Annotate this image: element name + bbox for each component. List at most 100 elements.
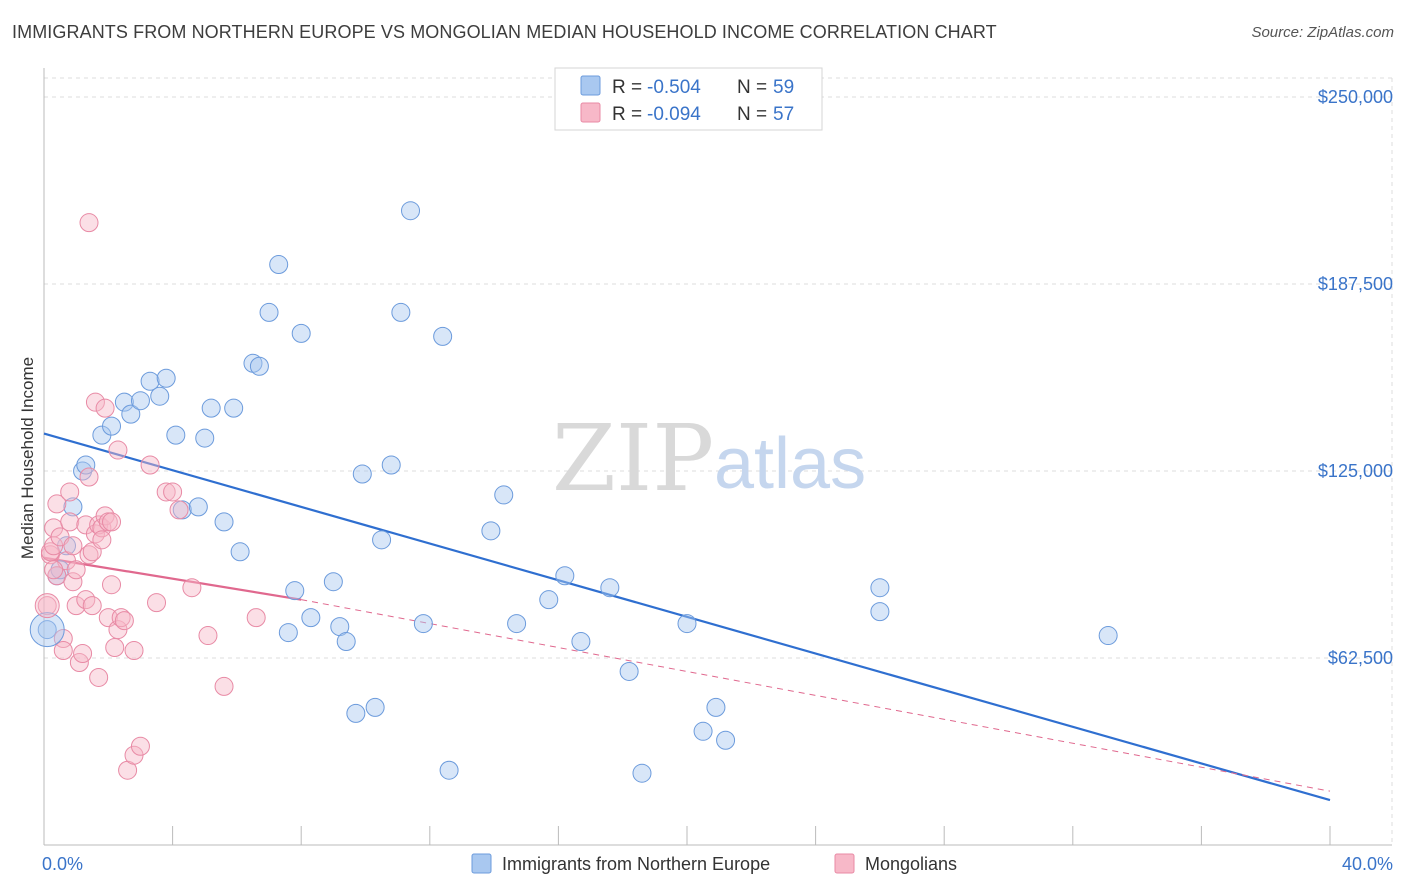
legend-swatch-mongolians bbox=[580, 102, 601, 123]
point-northern-europe-24 bbox=[249, 356, 269, 376]
point-northern-europe-28 bbox=[285, 581, 305, 601]
point-northern-europe-14 bbox=[156, 368, 176, 388]
point-mongolians-33 bbox=[102, 575, 122, 595]
point-mongolians-50 bbox=[163, 482, 183, 502]
point-northern-europe-50 bbox=[600, 578, 620, 598]
point-mongolians-34 bbox=[102, 512, 122, 532]
bottom-legend-label-mongolians: Mongolians bbox=[865, 854, 957, 874]
point-northern-europe-54 bbox=[693, 721, 713, 741]
point-mongolians-35 bbox=[105, 638, 125, 658]
point-northern-europe-41 bbox=[413, 614, 433, 634]
point-northern-europe-31 bbox=[323, 572, 343, 592]
legend-r-label-1: R = bbox=[612, 104, 642, 125]
point-mongolians-22 bbox=[79, 467, 99, 487]
legend-r-value-1: -0.094 bbox=[647, 104, 701, 125]
point-mongolians-44 bbox=[124, 641, 144, 661]
point-mongolians-18 bbox=[73, 644, 93, 664]
trend-line-mongolians-extension bbox=[301, 599, 1331, 792]
legend-n-label-1: N = bbox=[737, 104, 767, 125]
point-northern-europe-39 bbox=[391, 302, 411, 322]
point-mongolians-40 bbox=[79, 213, 99, 233]
point-northern-europe-46 bbox=[507, 614, 527, 634]
legend-swatch-northern-europe bbox=[580, 75, 601, 96]
point-mongolians-38 bbox=[85, 392, 105, 412]
legend-n-label-0: N = bbox=[737, 77, 767, 98]
point-mongolians-14 bbox=[63, 536, 83, 556]
trend-line-mongolians bbox=[43, 556, 302, 601]
point-northern-europe-44 bbox=[481, 521, 501, 541]
source-credit: Source: ZipAtlas.com bbox=[1251, 24, 1394, 41]
point-northern-europe-11 bbox=[130, 391, 150, 411]
point-mongolians-52 bbox=[182, 578, 202, 598]
bottom-legend-swatch-northern-europe bbox=[471, 853, 492, 874]
point-northern-europe-33 bbox=[336, 632, 356, 652]
point-northern-europe-35 bbox=[352, 464, 372, 484]
trend-lines bbox=[43, 432, 1331, 802]
point-northern-europe-36 bbox=[365, 697, 385, 717]
point-northern-europe-18 bbox=[195, 428, 215, 448]
point-northern-europe-4 bbox=[63, 497, 83, 517]
point-northern-europe-59 bbox=[1098, 626, 1118, 646]
y-axis-label: Median Household Income bbox=[18, 357, 37, 559]
stats-legend: R = -0.504 N = 59 R = -0.094 N = 57 bbox=[554, 67, 823, 131]
point-mongolians-16 bbox=[66, 560, 86, 580]
point-northern-europe-22 bbox=[230, 542, 250, 562]
point-mongolians-53 bbox=[198, 626, 218, 646]
point-northern-europe-26 bbox=[269, 255, 289, 275]
point-northern-europe-29 bbox=[291, 323, 311, 343]
point-mongolians-55 bbox=[246, 608, 266, 628]
point-northern-europe-49 bbox=[571, 632, 591, 652]
legend-r-label-0: R = bbox=[612, 77, 642, 98]
point-northern-europe-8 bbox=[102, 416, 122, 436]
point-northern-europe-30 bbox=[301, 608, 321, 628]
point-northern-europe-15 bbox=[166, 425, 186, 445]
point-mongolians-26 bbox=[89, 667, 109, 687]
point-mongolians-24 bbox=[82, 596, 102, 616]
y-tick-label-3: $250,000 bbox=[1318, 87, 1393, 107]
point-mongolians-46 bbox=[140, 455, 160, 475]
point-northern-europe-37 bbox=[372, 530, 392, 550]
point-mongolians-12 bbox=[60, 512, 80, 532]
point-mongolians-42 bbox=[114, 611, 134, 631]
point-northern-europe-43 bbox=[439, 760, 459, 780]
point-northern-europe-6 bbox=[76, 455, 96, 475]
point-northern-europe-0 bbox=[37, 620, 57, 640]
point-mongolians-54 bbox=[214, 676, 234, 696]
watermark-atlas: atlas bbox=[714, 424, 866, 504]
point-northern-europe-10 bbox=[121, 404, 141, 424]
point-northern-europe-19 bbox=[201, 398, 221, 418]
point-northern-europe-38 bbox=[381, 455, 401, 475]
point-mongolians-9 bbox=[53, 641, 73, 661]
point-northern-europe-42 bbox=[433, 326, 453, 346]
point-northern-europe-9 bbox=[114, 392, 134, 412]
point-mongolians-48 bbox=[147, 593, 167, 613]
point-mongolians-47 bbox=[130, 736, 150, 756]
legend-r-value-0: -0.504 bbox=[647, 77, 701, 98]
point-mongolians-39 bbox=[95, 398, 115, 418]
point-northern-europe-20 bbox=[214, 512, 234, 532]
point-mongolians-15 bbox=[66, 596, 86, 616]
point-mongolians-51 bbox=[169, 500, 189, 520]
point-northern-europe-53 bbox=[677, 614, 697, 634]
chart-title: IMMIGRANTS FROM NORTHERN EUROPE VS MONGO… bbox=[12, 22, 997, 42]
legend-n-value-0: 59 bbox=[773, 77, 794, 98]
point-northern-europe-40 bbox=[401, 201, 421, 221]
point-northern-europe-12 bbox=[140, 371, 160, 391]
point-mongolians-cluster bbox=[34, 593, 60, 619]
point-mongolians-6 bbox=[47, 494, 67, 514]
y-tick-label-2: $187,500 bbox=[1318, 274, 1393, 294]
point-northern-europe-27 bbox=[278, 623, 298, 643]
point-northern-europe-56 bbox=[716, 730, 736, 750]
point-northern-europe-13 bbox=[150, 386, 170, 406]
x-tick-labels: 0.0% 40.0% bbox=[42, 854, 1393, 874]
point-northern-europe-34 bbox=[346, 703, 366, 723]
point-northern-europe-21 bbox=[224, 398, 244, 418]
point-northern-europe-58 bbox=[870, 602, 890, 622]
axes bbox=[43, 68, 1392, 846]
bottom-legend-swatch-mongolians bbox=[834, 853, 855, 874]
legend-n-value-1: 57 bbox=[773, 104, 794, 125]
x-tick-label-0: 0.0% bbox=[42, 854, 83, 874]
watermark: ZIP atlas bbox=[552, 405, 866, 512]
bottom-legend: Immigrants from Northern Europe Mongolia… bbox=[471, 853, 957, 874]
